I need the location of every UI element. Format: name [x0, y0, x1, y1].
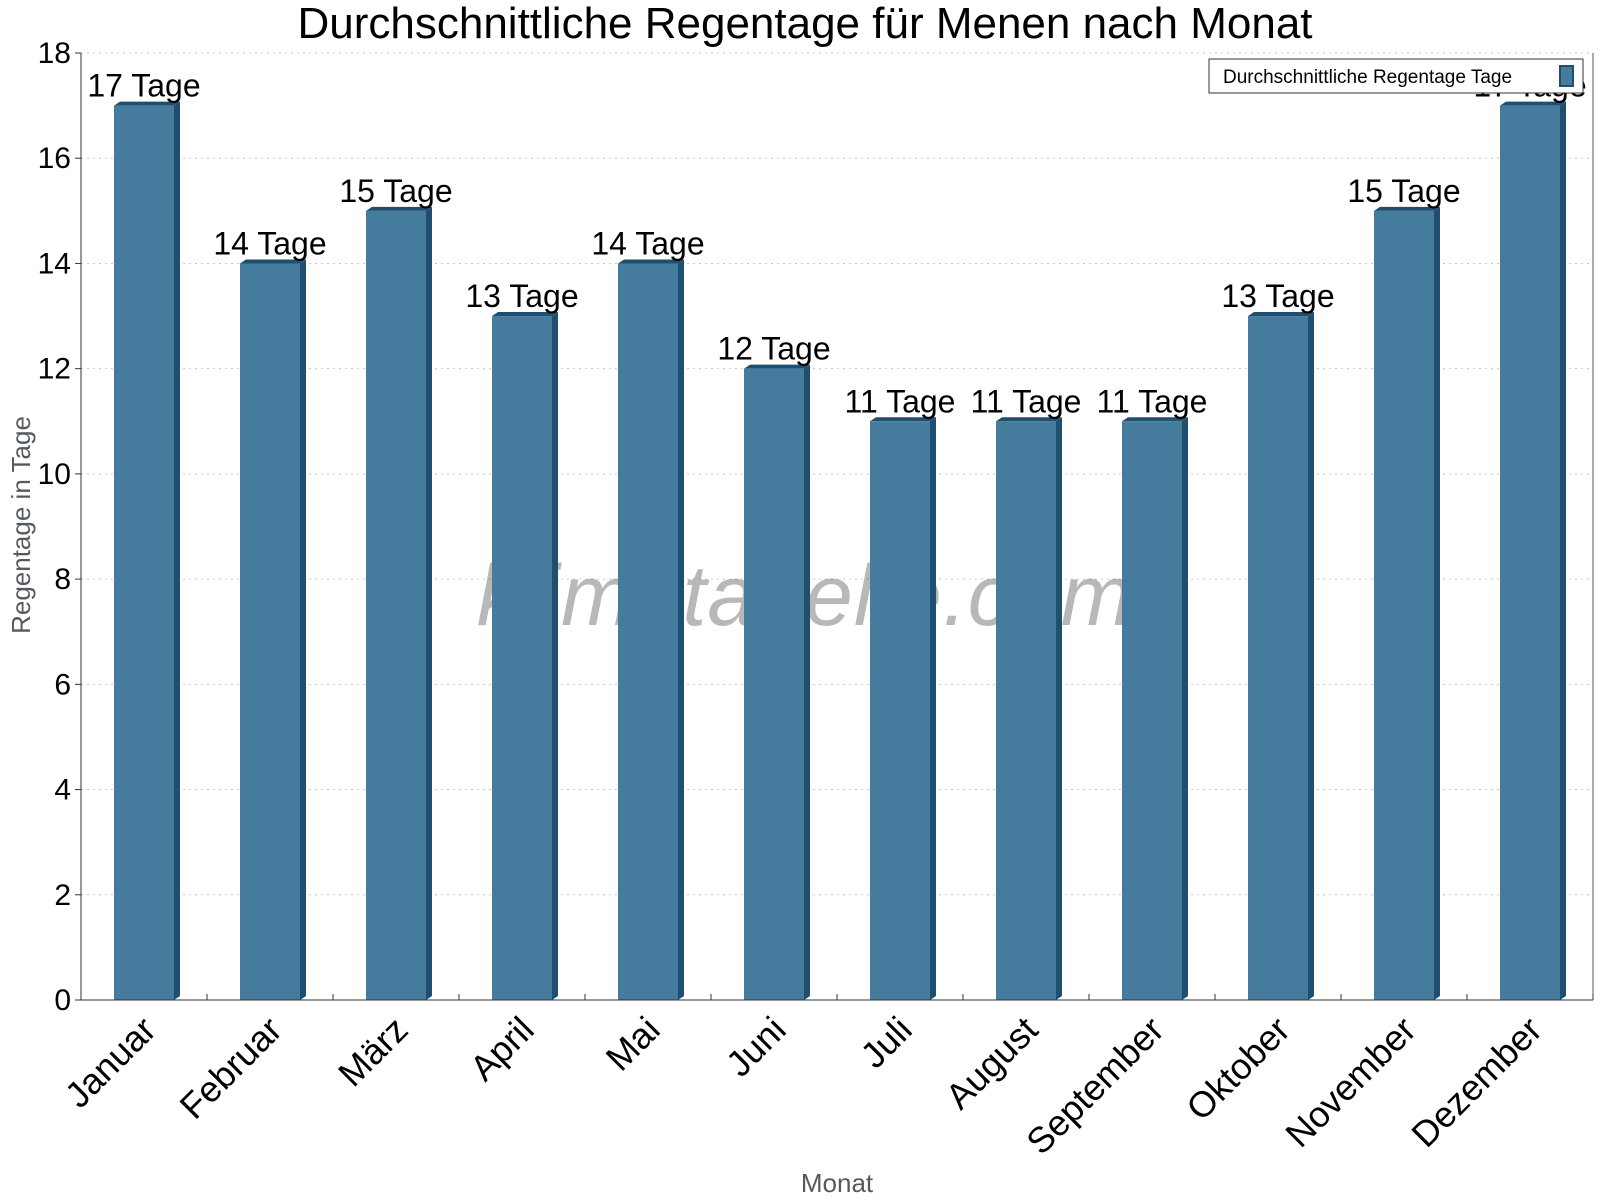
bar-side [678, 259, 684, 1000]
x-tick-label: November [1277, 1009, 1423, 1155]
axes [75, 52, 1594, 1001]
bar-front [996, 421, 1056, 1000]
bar-front [1374, 210, 1434, 1001]
bar-side [804, 364, 810, 1001]
bar-4 [492, 312, 558, 1000]
legend: Durchschnittliche Regentage Tage [1208, 58, 1584, 94]
bar-front [1122, 421, 1182, 1000]
data-label: 13 Tage [1221, 278, 1334, 314]
x-tick-label: März [330, 1009, 416, 1095]
gridlines [81, 52, 1593, 896]
bar-side [1056, 417, 1062, 1000]
bar-2 [240, 259, 306, 1000]
legend-box [1208, 58, 1584, 94]
y-tick-labels: 0 2 4 6 8 10 12 14 16 18 [38, 37, 71, 1017]
data-label: 17 Tage [87, 68, 200, 104]
bar-7 [870, 417, 936, 1000]
bar-front [1500, 105, 1560, 1001]
x-axis-label: Monat [801, 1168, 874, 1198]
bar-front [492, 316, 552, 1000]
y-tick-label: 12 [38, 353, 71, 386]
y-tick-label: 8 [54, 563, 71, 596]
chart-title: Durchschnittliche Regentage für Menen na… [297, 0, 1312, 48]
data-label: 12 Tage [717, 331, 830, 367]
bar-side [552, 312, 558, 1000]
bar-front [618, 263, 678, 1000]
bar-side [930, 417, 936, 1000]
y-tick-label: 10 [38, 458, 71, 491]
data-label: 14 Tage [591, 225, 704, 261]
data-labels: 17 Tage 14 Tage 15 Tage 13 Tage 14 Tage 12 Ta… [87, 68, 1586, 420]
bar-top [1374, 206, 1440, 211]
y-axis-label: Regentage in Tage [6, 416, 36, 634]
y-tick-label: 4 [54, 774, 71, 807]
bar-front [744, 368, 804, 1001]
bar-top [240, 259, 306, 264]
data-label: 13 Tage [465, 278, 578, 314]
bar-side [1308, 312, 1314, 1000]
data-label: 11 Tage [1097, 383, 1208, 419]
bar-12 [1500, 101, 1566, 1001]
bar-side [426, 206, 432, 1001]
bar-3 [366, 206, 432, 1001]
data-label: 15 Tage [1347, 173, 1460, 209]
x-tick-labels: Januar Februar März April Mai Juni Juli AugustS… [57, 1009, 1550, 1163]
bar-side [1560, 101, 1566, 1001]
bar-front [240, 263, 300, 1000]
y-tick-label: 0 [54, 984, 71, 1017]
bar-top [618, 259, 684, 264]
bar-top [1500, 101, 1566, 106]
legend-label: Durchschnittliche Regentage Tage [1223, 67, 1512, 88]
bar-front [870, 421, 930, 1000]
x-tick-label: August [937, 1009, 1045, 1117]
bar-front [114, 105, 174, 1001]
bar-top [870, 417, 936, 422]
x-tick-label: Februar [172, 1009, 290, 1127]
y-tick-label: 16 [38, 142, 71, 175]
bar-6 [744, 364, 810, 1001]
x-tick-label: Juni [718, 1009, 794, 1085]
bar-side [1434, 206, 1440, 1001]
bar-top [744, 364, 810, 369]
bars [114, 101, 1566, 1001]
bar-front [1248, 316, 1308, 1000]
bar-top [1248, 312, 1314, 317]
y-tick-label: 6 [54, 668, 71, 701]
bar-9 [1122, 417, 1188, 1000]
bar-side [1182, 417, 1188, 1000]
bar-top [1122, 417, 1188, 422]
bar-top [366, 206, 432, 211]
bar-side [300, 259, 306, 1000]
x-tick-label: April [462, 1009, 542, 1089]
x-tick-label: Dezember [1403, 1009, 1549, 1155]
x-tick-label: Juli [852, 1009, 919, 1076]
bar-11 [1374, 206, 1440, 1001]
data-label: 11 Tage [845, 383, 956, 419]
bar-8 [996, 417, 1062, 1000]
x-tick-label: Oktober [1178, 1009, 1298, 1129]
data-label: 15 Tage [339, 173, 452, 209]
bar-front [366, 210, 426, 1001]
bar-top [996, 417, 1062, 422]
bar-top [492, 312, 558, 317]
bar-1 [114, 101, 180, 1001]
y-tick-label: 18 [38, 37, 71, 70]
y-tick-label: 2 [54, 879, 71, 912]
data-label: 14 Tage [213, 225, 326, 261]
bar-10 [1248, 312, 1314, 1000]
x-tick-label: Januar [57, 1009, 164, 1116]
data-label: 11 Tage [971, 383, 1082, 419]
bar-5 [618, 259, 684, 1000]
x-tick-label: Mai [598, 1009, 668, 1079]
bar-side [174, 101, 180, 1001]
bar-top [114, 101, 180, 106]
legend-swatch [1559, 65, 1574, 87]
x-tick-label: September [1018, 1009, 1172, 1163]
y-tick-label: 14 [38, 247, 71, 280]
